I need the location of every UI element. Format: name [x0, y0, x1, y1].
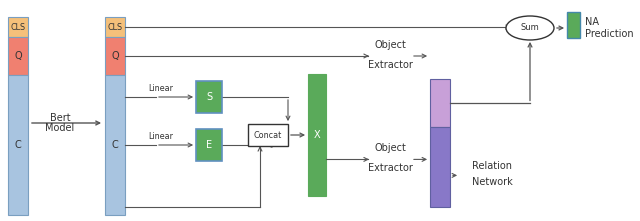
- Bar: [8, 75, 28, 215]
- Bar: [430, 79, 450, 127]
- Bar: [308, 74, 326, 196]
- Text: Concat: Concat: [254, 130, 282, 139]
- Text: Q: Q: [14, 51, 22, 61]
- Text: Model: Model: [45, 123, 75, 133]
- Bar: [105, 37, 125, 75]
- Text: E: E: [206, 140, 212, 150]
- Bar: [196, 81, 222, 113]
- Text: Linear: Linear: [148, 132, 173, 141]
- Bar: [8, 37, 28, 75]
- Text: Extractor: Extractor: [367, 163, 412, 173]
- Bar: [567, 12, 580, 38]
- Text: Object: Object: [374, 40, 406, 50]
- Text: S: S: [206, 92, 212, 102]
- Ellipse shape: [506, 16, 554, 40]
- Text: Relation: Relation: [472, 161, 512, 171]
- Text: X: X: [314, 130, 320, 140]
- Bar: [248, 124, 288, 146]
- Bar: [8, 17, 28, 37]
- Bar: [430, 127, 450, 207]
- Text: NA
Prediction: NA Prediction: [585, 17, 634, 39]
- Bar: [105, 75, 125, 215]
- Bar: [196, 129, 222, 161]
- Text: Bert: Bert: [50, 113, 70, 123]
- Text: C: C: [111, 140, 118, 150]
- Text: C: C: [15, 140, 21, 150]
- Text: CLS: CLS: [10, 23, 26, 32]
- Text: Extractor: Extractor: [367, 60, 412, 70]
- Text: Sum: Sum: [520, 23, 540, 32]
- Text: Q: Q: [111, 51, 119, 61]
- Text: CLS: CLS: [108, 23, 123, 32]
- Bar: [105, 17, 125, 37]
- Text: Object: Object: [374, 143, 406, 153]
- Text: Linear: Linear: [148, 84, 173, 93]
- Text: Network: Network: [472, 177, 513, 187]
